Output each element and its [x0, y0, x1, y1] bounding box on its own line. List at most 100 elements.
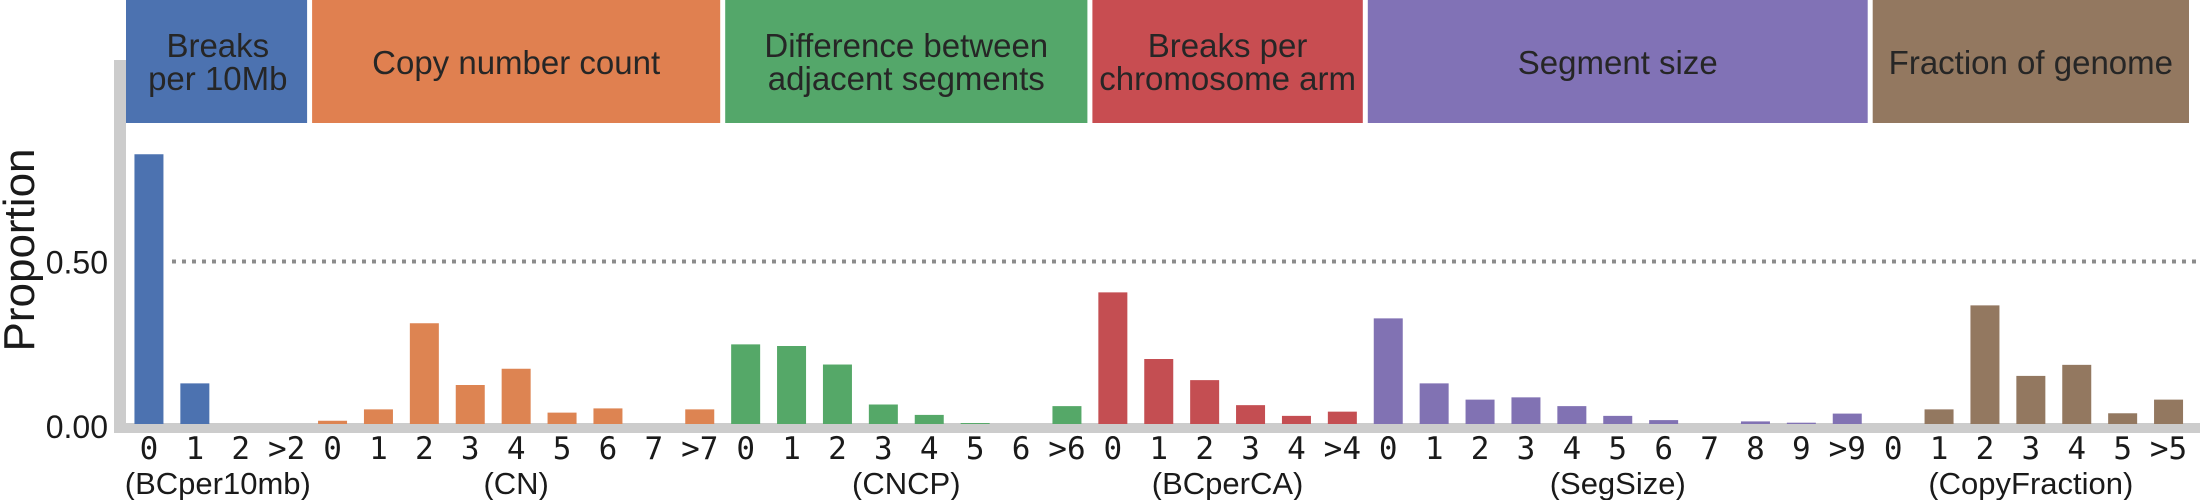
bar [1419, 383, 1449, 424]
x-tick-label: 7 [645, 431, 664, 467]
x-tick-label: 2 [1976, 431, 1995, 467]
bar [960, 423, 990, 424]
group-title: Breaks per [1148, 27, 1308, 64]
x-tick-label: 0 [1104, 431, 1123, 467]
x-tick-label: >5 [2150, 431, 2187, 467]
x-tick-label: 2 [1195, 431, 1214, 467]
bar [777, 346, 807, 424]
bar [1281, 415, 1311, 424]
x-tick-label: 0 [323, 431, 342, 467]
bar [914, 414, 944, 424]
x-tick-label: 4 [507, 431, 526, 467]
labels: 0 1 2 >2(BCper10mb)0 1 2 3 4 5 6 7 >7(CN)0 1 2 3 4 5 6 >6(… [125, 431, 2187, 500]
x-tick-label: >7 [681, 431, 718, 467]
bar [363, 409, 393, 424]
bar [1786, 422, 1816, 424]
bar [822, 364, 852, 424]
bar [2154, 399, 2184, 424]
x-tick-label: 1 [1149, 431, 1168, 467]
group-label: (CN) [483, 466, 548, 500]
x-tick-label: 2 [1471, 431, 1490, 467]
x-tick-label: 4 [920, 431, 939, 467]
bar [1373, 318, 1403, 424]
group-label: (BCper10mb) [125, 466, 311, 500]
x-tick-label: >4 [1324, 431, 1361, 467]
group-header [1092, 0, 1363, 123]
x-tick-label: 0 [1379, 431, 1398, 467]
x-tick-label: 6 [1012, 431, 1031, 467]
bar [731, 344, 761, 424]
group-title: Fraction of genome [1889, 44, 2173, 81]
bar [1052, 406, 1082, 424]
group-header [312, 0, 721, 123]
x-tick-label: 2 [415, 431, 434, 467]
x-tick-label: 4 [1287, 431, 1306, 467]
group-title: Breaks [166, 27, 269, 64]
bar [1970, 305, 2000, 424]
group-label: (CNCP) [852, 466, 961, 500]
x-tick-label: 5 [2113, 431, 2132, 467]
y-axis-spine [114, 60, 126, 424]
x-tick-label: 4 [1563, 431, 1582, 467]
x-tick-label: 3 [2022, 431, 2041, 467]
bar [1098, 292, 1128, 424]
group-header [1367, 0, 1868, 123]
x-tick-label: 9 [1792, 431, 1811, 467]
group-label: (BCperCA) [1152, 466, 1304, 500]
x-tick-label: 5 [1608, 431, 1627, 467]
group-header [126, 0, 308, 123]
bar [2062, 364, 2092, 424]
bar [134, 154, 164, 424]
x-tick-label: 5 [553, 431, 572, 467]
x-tick-label: 0 [140, 431, 159, 467]
group-label: (CopyFraction) [1928, 466, 2133, 500]
x-tick-label: 0 [736, 431, 755, 467]
x-tick-label: 6 [599, 431, 618, 467]
bar [1465, 399, 1495, 424]
bar [1740, 421, 1770, 424]
bar [868, 404, 898, 424]
group-title: adjacent segments [768, 60, 1045, 97]
bar [593, 408, 623, 424]
x-tick-label: >6 [1048, 431, 1085, 467]
group-label: (SegSize) [1550, 466, 1686, 500]
x-tick-label: 1 [186, 431, 205, 467]
bar [409, 323, 439, 424]
group-header [1872, 0, 2189, 123]
x-tick-label: 8 [1746, 431, 1765, 467]
bar [455, 385, 485, 424]
bar [1327, 411, 1357, 424]
bar [685, 409, 715, 424]
y-axis-label: Proportion [0, 148, 44, 351]
x-axis-spine [114, 423, 2200, 433]
bar [1924, 409, 1954, 424]
x-tick-label: 6 [1654, 431, 1673, 467]
bar [2016, 375, 2046, 424]
x-tick-label: 4 [2067, 431, 2086, 467]
bar [318, 420, 348, 424]
x-tick-label: 5 [966, 431, 985, 467]
bar [547, 412, 577, 424]
group-title: per 10Mb [148, 60, 287, 97]
x-tick-label: >9 [1829, 431, 1866, 467]
bar [180, 383, 210, 424]
x-tick-label: 1 [782, 431, 801, 467]
y-tick-label: 0.00 [46, 409, 108, 445]
x-tick-label: 2 [231, 431, 250, 467]
bar [2108, 413, 2138, 424]
group-title: Copy number count [372, 44, 660, 81]
x-tick-label: 1 [369, 431, 388, 467]
group-title: Difference between [764, 27, 1048, 64]
x-tick-label: >2 [268, 431, 305, 467]
y-tick-label: 0.50 [46, 245, 108, 281]
group-header [725, 0, 1088, 123]
group-title: Segment size [1518, 44, 1718, 81]
x-tick-label: 3 [874, 431, 893, 467]
bar [1511, 397, 1541, 424]
bar [1236, 405, 1266, 424]
bar [1649, 420, 1679, 424]
x-tick-label: 1 [1930, 431, 1949, 467]
bar [1603, 415, 1633, 424]
